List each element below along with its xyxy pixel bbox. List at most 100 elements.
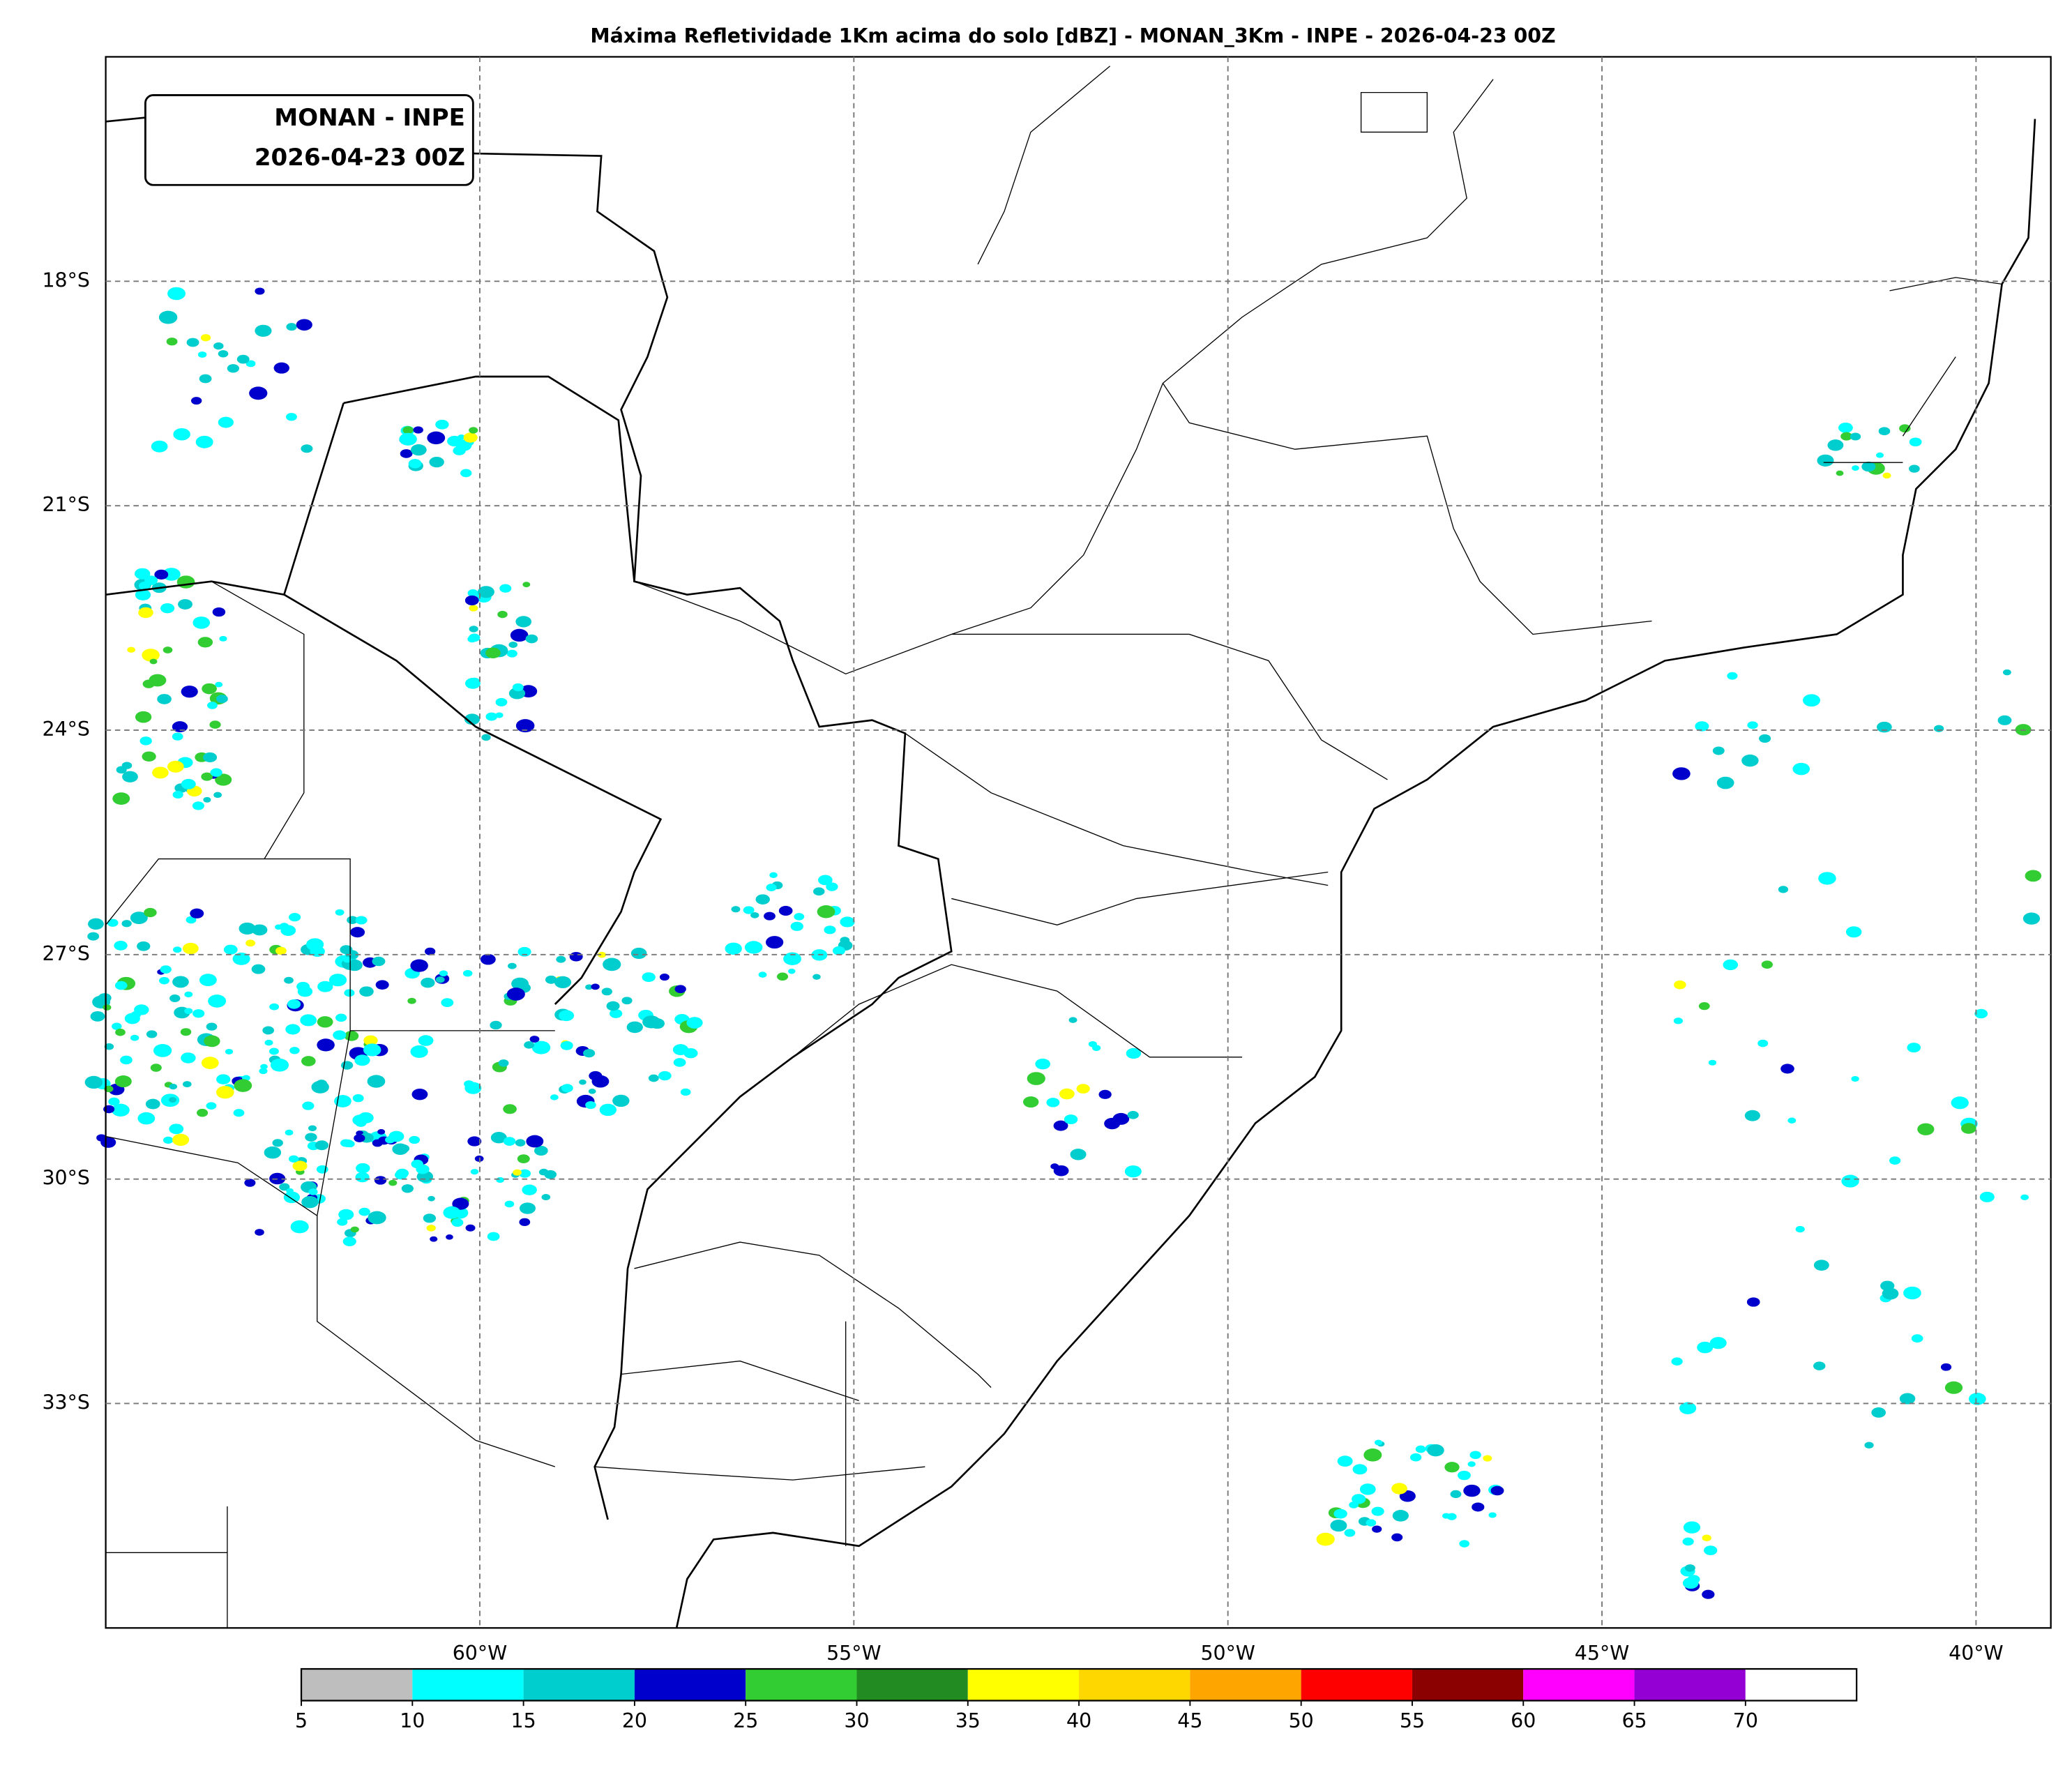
echo (506, 649, 517, 658)
echo (766, 884, 777, 891)
colorbar-tick-label: 45 (1177, 1709, 1202, 1732)
echo (124, 1013, 140, 1024)
echo (513, 1169, 522, 1176)
echo (344, 989, 355, 997)
echo (1882, 1287, 1899, 1300)
echo (114, 1075, 132, 1088)
echo (658, 1071, 672, 1081)
echo (1697, 1341, 1714, 1354)
echo (1761, 960, 1773, 969)
echo (218, 416, 234, 428)
echo (169, 994, 181, 1002)
echo (121, 762, 133, 769)
echo (462, 969, 473, 977)
echo (216, 695, 228, 704)
echo (1046, 1098, 1060, 1107)
echo (358, 1112, 374, 1124)
echo (1682, 1537, 1694, 1546)
echo (1961, 1123, 1976, 1134)
echo (1997, 715, 2012, 725)
echo (1035, 1058, 1050, 1070)
echo (1050, 1163, 1059, 1170)
echo (1126, 1047, 1142, 1059)
echo (579, 1079, 587, 1085)
echo (285, 1129, 294, 1136)
echo (259, 1068, 268, 1075)
echo (283, 1191, 301, 1204)
echo (408, 459, 422, 469)
colorbar-bin (301, 1669, 413, 1701)
echo (1442, 1513, 1451, 1519)
echo (1909, 437, 1922, 447)
echo (195, 435, 213, 448)
echo (149, 674, 167, 687)
echo (529, 1036, 540, 1043)
echo (1741, 754, 1759, 767)
echo (400, 449, 413, 458)
echo (289, 1047, 300, 1054)
geography (105, 66, 2036, 1628)
echo (342, 956, 351, 963)
label-box: MONAN - INPE 2026-04-23 00Z (144, 94, 474, 186)
echo (1450, 1490, 1462, 1499)
echo (208, 994, 227, 1008)
echo (269, 1047, 279, 1055)
echo (1795, 1225, 1805, 1233)
echo (1053, 1120, 1068, 1131)
lon-tick-label: 50°W (1200, 1642, 1255, 1665)
echo (269, 1003, 280, 1011)
lon-tick-label: 40°W (1949, 1642, 2003, 1665)
label-line: 2026-04-23 00Z (255, 144, 465, 172)
echo (515, 616, 532, 628)
echo (207, 702, 218, 709)
echo (591, 983, 600, 990)
colorbar-bin (746, 1669, 857, 1701)
echo (145, 1098, 160, 1110)
echo (203, 796, 211, 803)
colorbar-tick-label: 10 (400, 1709, 425, 1732)
echo (166, 338, 178, 346)
echo (234, 1079, 252, 1092)
lat-tick-label: 27°S (42, 942, 89, 965)
echo (1704, 1545, 1718, 1556)
echo (452, 1197, 469, 1210)
echo (316, 1080, 328, 1088)
echo (1333, 1508, 1347, 1519)
echo (181, 1052, 196, 1064)
echo (1716, 776, 1734, 789)
echo (1813, 1260, 1829, 1271)
echo (1889, 1156, 1901, 1165)
echo (172, 791, 183, 799)
echo (337, 1218, 348, 1226)
echo (272, 1139, 283, 1147)
echo (522, 582, 531, 588)
echo (402, 426, 414, 434)
echo (510, 628, 529, 642)
echo (233, 1109, 245, 1117)
echo (377, 1128, 386, 1135)
echo (457, 434, 465, 440)
echo (1673, 1018, 1684, 1024)
echo (289, 913, 301, 922)
echo (787, 968, 796, 974)
echo (181, 686, 198, 698)
echo (206, 1102, 217, 1110)
echo (392, 1143, 409, 1156)
echo (464, 678, 481, 689)
echo (388, 1130, 404, 1142)
echo (152, 766, 169, 779)
echo (1444, 1462, 1460, 1473)
echo (1911, 1334, 1923, 1343)
echo (215, 773, 232, 786)
echo (840, 937, 850, 944)
echo (1330, 1520, 1347, 1532)
echo (367, 1075, 386, 1088)
echo (1836, 470, 1844, 476)
echo (783, 952, 801, 966)
echo (1778, 886, 1789, 893)
echo (354, 1134, 365, 1142)
echo (451, 1218, 464, 1227)
echo (1813, 1361, 1826, 1370)
echo (186, 916, 197, 924)
